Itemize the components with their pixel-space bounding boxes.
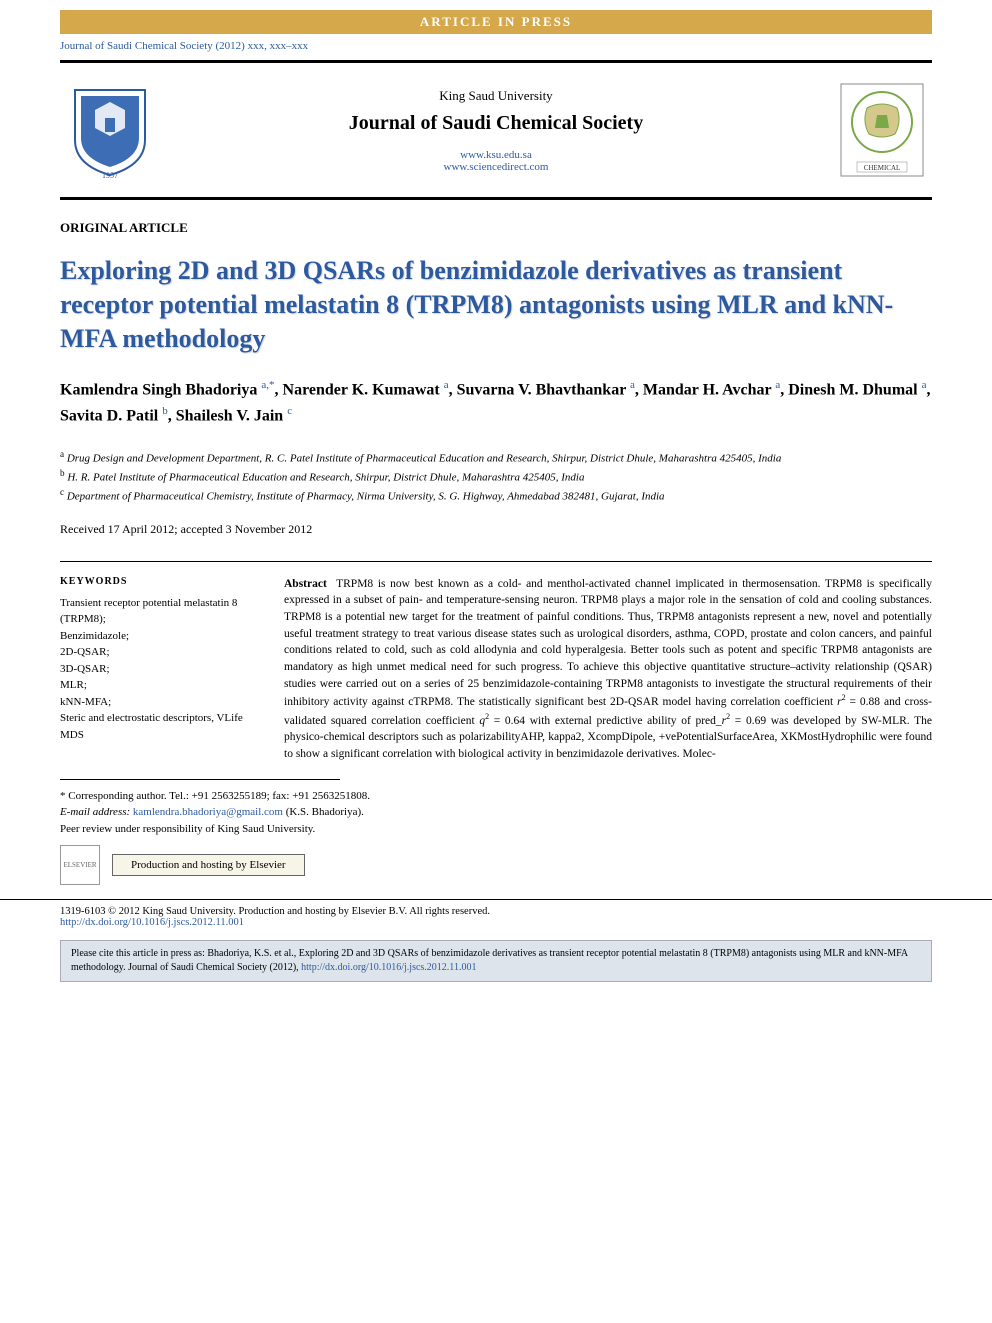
journal-link-sciencedirect[interactable]: www.sciencedirect.com — [160, 161, 832, 173]
copyright-text: 1319-6103 © 2012 King Saud University. P… — [60, 906, 490, 917]
cite-doi-link[interactable]: http://dx.doi.org/10.1016/j.jscs.2012.11… — [301, 962, 476, 973]
email-label: E-mail address: — [60, 806, 130, 818]
article-dates: Received 17 April 2012; accepted 3 Novem… — [60, 522, 932, 537]
citation-box: Please cite this article in press as: Bh… — [60, 940, 932, 982]
journal-link-ksu[interactable]: www.ksu.edu.sa — [160, 149, 832, 161]
society-logo: CHEMICAL — [832, 75, 932, 185]
svg-text:CHEMICAL: CHEMICAL — [864, 164, 901, 172]
running-citation: Journal of Saudi Chemical Society (2012)… — [0, 38, 992, 60]
email-suffix: (K.S. Bhadoriya). — [286, 806, 364, 818]
journal-header: 1957 King Saud University Journal of Sau… — [60, 60, 932, 200]
publisher-name: King Saud University — [160, 88, 832, 104]
abstract-section: KEYWORDS Transient receptor potential me… — [60, 561, 932, 763]
authors-list: Kamlendra Singh Bhadoriya a,*, Narender … — [60, 377, 932, 428]
keywords-list: Transient receptor potential melastatin … — [60, 595, 260, 744]
svg-text:1957: 1957 — [102, 171, 118, 180]
hosting-box: Production and hosting by Elsevier — [112, 854, 305, 876]
article-in-press-banner: ARTICLE IN PRESS — [60, 10, 932, 34]
corresponding-author: * Corresponding author. Tel.: +91 256325… — [0, 788, 992, 838]
hosting-row: ELSEVIER Production and hosting by Elsev… — [0, 837, 992, 893]
keywords-heading: KEYWORDS — [60, 576, 260, 587]
footnote-separator — [60, 779, 340, 780]
peer-review-note: Peer review under responsibility of King… — [60, 821, 932, 838]
abstract-text: Abstract TRPM8 is now best known as a co… — [284, 576, 932, 763]
article-type: ORIGINAL ARTICLE — [60, 220, 932, 236]
article-title: Exploring 2D and 3D QSARs of benzimidazo… — [60, 254, 932, 355]
affiliations: a Drug Design and Development Department… — [60, 448, 932, 505]
elsevier-logo: ELSEVIER — [60, 845, 100, 885]
doi-link[interactable]: http://dx.doi.org/10.1016/j.jscs.2012.11… — [60, 917, 244, 928]
corresponding-email[interactable]: kamlendra.bhadoriya@gmail.com — [133, 806, 283, 818]
journal-name: Journal of Saudi Chemical Society — [160, 112, 832, 135]
corresponding-contact: * Corresponding author. Tel.: +91 256325… — [60, 788, 932, 805]
university-logo: 1957 — [60, 75, 160, 185]
cite-text: Please cite this article in press as: Bh… — [71, 948, 908, 973]
copyright-line: 1319-6103 © 2012 King Saud University. P… — [0, 899, 992, 930]
